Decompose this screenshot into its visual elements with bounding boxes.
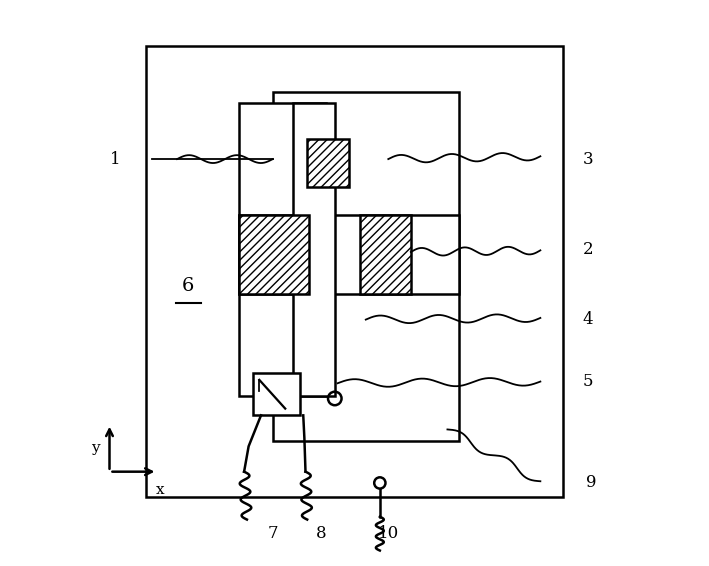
- Bar: [239, 103, 326, 396]
- Text: 8: 8: [316, 525, 326, 542]
- Text: 1: 1: [110, 151, 121, 168]
- Text: 2: 2: [583, 241, 593, 258]
- Text: y: y: [91, 441, 99, 454]
- Text: 9: 9: [586, 474, 596, 491]
- Bar: [273, 92, 459, 441]
- Bar: [239, 216, 459, 294]
- Bar: [306, 139, 349, 187]
- Bar: [239, 216, 309, 294]
- Text: 10: 10: [378, 525, 399, 542]
- Bar: [146, 46, 563, 497]
- Text: 5: 5: [583, 373, 593, 390]
- Text: 3: 3: [583, 151, 593, 168]
- Text: 6: 6: [182, 277, 194, 295]
- Text: 7: 7: [267, 525, 278, 542]
- Bar: [360, 216, 411, 294]
- Bar: [293, 103, 335, 396]
- Text: x: x: [156, 483, 164, 497]
- Bar: [252, 373, 301, 415]
- Text: 4: 4: [583, 311, 593, 328]
